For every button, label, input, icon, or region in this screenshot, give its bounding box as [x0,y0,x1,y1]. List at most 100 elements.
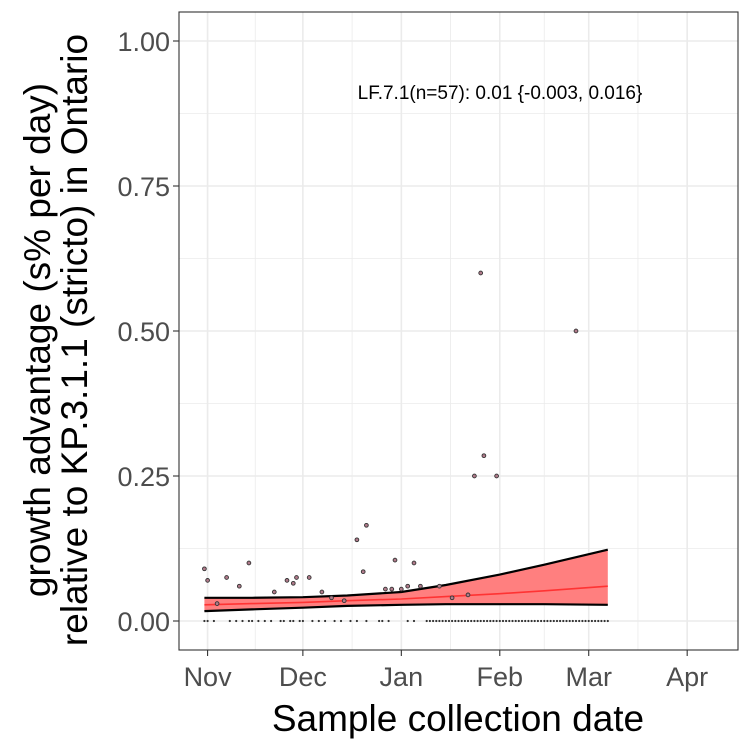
zero-point [466,619,470,623]
x-tick-label: Dec [279,662,327,692]
zero-point [432,619,435,623]
zero-point [263,619,266,623]
zero-point [212,619,215,623]
zero-point [301,619,304,623]
x-tick-label: Jan [380,662,424,692]
data-point [383,586,388,592]
zero-point [584,619,587,623]
zero-point [387,619,390,623]
zero-point [425,619,428,623]
data-point [306,575,312,580]
zero-point [511,619,514,623]
y-axis-title-line-1: growth advantage (s% per day) [17,83,58,597]
zero-point [428,619,431,623]
zero-point [298,619,301,623]
zero-point [451,619,454,623]
zero-point [549,619,552,623]
confidence-ribbon [204,549,608,612]
zero-point [574,619,578,623]
zero-point [543,619,546,623]
data-point [465,592,471,598]
zero-point [590,619,594,623]
zero-point [333,619,336,623]
data-point [294,575,299,580]
zero-point [282,619,285,623]
zero-point [412,619,416,623]
x-tick-label: Apr [666,662,708,692]
zero-point [571,619,574,623]
zero-point [606,619,609,623]
zero-point [476,619,479,623]
zero-point [520,619,524,623]
zero-point [270,619,273,623]
y-tick-label: 0.50 [117,317,170,347]
zero-point [482,619,485,623]
data-point [341,598,347,604]
zero-point [457,619,460,623]
data-point [364,522,369,528]
data-point [418,583,423,589]
zero-point [517,619,520,623]
zero-point [365,619,368,623]
zero-point [530,619,533,623]
fit-line [204,585,608,606]
zero-point [540,619,543,623]
zero-point [289,619,292,623]
data-point [246,560,252,566]
zero-point [473,619,476,623]
data-point [472,473,477,479]
zero-point [470,619,473,623]
zero-point [578,619,581,623]
fit-annotation: LF.7.1(n=57): 0.01 {-0.003, 0.016} [358,83,643,104]
zero-point [355,619,358,623]
data-point [224,575,229,580]
zero-point [508,619,511,623]
data-point [202,566,207,572]
zero-point [444,619,447,623]
grid-lines [179,12,738,650]
x-axis-ticks: Nov Dec Jan Feb Mar Apr [184,650,708,692]
data-point [449,595,455,601]
zero-point [435,619,438,623]
data-point [398,586,404,592]
zero-point [492,619,495,623]
data-point [329,595,334,601]
zero-point [498,619,501,623]
zero-point [594,619,597,623]
zero-point [438,619,441,623]
zero-point [486,619,489,623]
data-point [319,589,325,595]
zero-point [536,619,540,623]
data-point [437,583,442,589]
data-point [271,589,277,595]
zero-point [203,619,206,623]
data-point [392,557,398,563]
zero-point [603,619,606,623]
zero-point [495,619,498,623]
data-point [214,601,220,606]
zero-point [533,619,536,623]
data-point [478,270,484,276]
ribbon-lower-bound [204,603,608,613]
data-point [354,537,360,543]
zero-point [555,619,559,623]
data-point [405,583,411,589]
x-tick-label: Feb [477,662,524,692]
zero-point [562,619,565,623]
zero-point [527,619,530,623]
x-axis-title: Sample collection date [272,698,644,739]
zero-point [514,619,517,623]
zero-point [524,619,527,623]
y-tick-label: 0.25 [117,462,170,492]
ribbon-upper-bound [204,548,609,599]
zero-point [324,619,327,623]
zero-point [597,619,600,623]
zero-point [228,619,231,623]
zero-point [251,619,254,623]
zero-point [235,619,238,623]
zero-point [489,619,492,623]
zero-point [581,619,584,623]
data-point [360,569,366,575]
x-tick-label: Mar [565,662,612,692]
zero-point [460,619,463,623]
